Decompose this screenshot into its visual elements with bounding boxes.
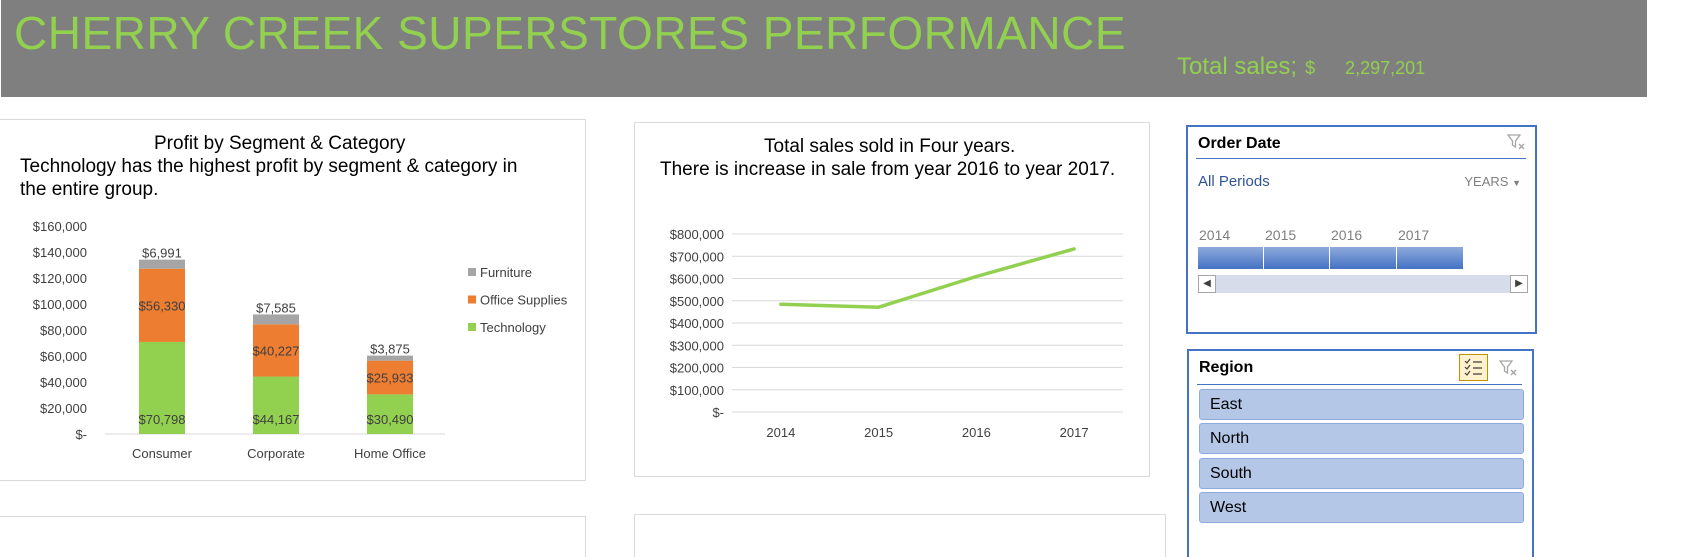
legend-label-office-supplies: Office Supplies: [480, 293, 568, 308]
timeline-year-2016: 2016: [1331, 227, 1363, 243]
timeline-year-2014: 2014: [1199, 227, 1231, 243]
bar-corporate-office-supplies: [253, 324, 299, 377]
y-tick-label-7: $700,000: [670, 249, 724, 264]
legend-swatch-office-supplies: [468, 295, 476, 304]
total-sales-value: 2,297,201: [1345, 58, 1426, 78]
total-sales-chart[interactable]: Total sales sold in Four years. There is…: [634, 122, 1150, 477]
profit-chart-subtitle-2: the entire group.: [20, 179, 159, 200]
years-level-label: YEARS: [1464, 174, 1509, 189]
y-tick-label-3: $60,000: [40, 349, 87, 364]
bar-corporate-furniture: [253, 314, 299, 325]
region-clear-filter-icon[interactable]: [1499, 359, 1519, 377]
timeline-bar-2015[interactable]: [1264, 247, 1330, 269]
timeline-bar-2017[interactable]: [1397, 247, 1463, 269]
legend-label-technology: Technology: [480, 320, 546, 335]
y-tick-label-5: $500,000: [670, 294, 724, 309]
y-tick-label-2: $200,000: [670, 361, 724, 376]
region-item-south[interactable]: South: [1199, 458, 1524, 489]
region-header: Region: [1199, 359, 1254, 376]
timeline-year-2017: 2017: [1398, 227, 1430, 243]
total-sales-currency: $: [1305, 58, 1316, 78]
y-tick-label-5: $100,000: [33, 297, 87, 312]
legend-swatch-technology: [468, 323, 476, 331]
timeline-scrollbar[interactable]: ◀ ▶: [1198, 275, 1528, 293]
region-item-west[interactable]: West: [1199, 492, 1524, 523]
y-tick-label-2: $40,000: [40, 375, 87, 390]
data-label-consumer-office-supplies: $56,330: [139, 298, 186, 313]
x-tick-label-2017: 2017: [1060, 425, 1089, 440]
y-tick-label-0: $-: [75, 427, 87, 442]
y-tick-label-6: $600,000: [670, 272, 724, 287]
clear-filter-icon[interactable]: [1507, 133, 1527, 151]
bar-home-office-office-supplies: [367, 360, 413, 395]
profit-chart-plot: $- $20,000 $40,000 $60,000 $80,000 $100,000 $1…: [33, 219, 568, 461]
bar-consumer-technology: [139, 341, 185, 434]
all-periods-label: All Periods: [1198, 173, 1270, 190]
timeline-bar-2014[interactable]: [1198, 247, 1264, 269]
sales-chart-title: Total sales sold in Four years.: [764, 136, 1016, 157]
timeline-year-2015: 2015: [1265, 227, 1297, 243]
profit-chart-title: Profit by Segment & Category: [154, 133, 406, 154]
total-sales: Total sales; $2,297,201: [1177, 53, 1425, 81]
scroll-left-icon[interactable]: ◀: [1198, 275, 1216, 293]
data-label-corporate-furniture: $7,585: [256, 300, 296, 315]
bar-consumer-office-supplies: [139, 268, 185, 342]
order-date-header: Order Date: [1198, 135, 1281, 152]
y-tick-label-1: $100,000: [670, 383, 724, 398]
bar-consumer-furniture: [139, 259, 185, 269]
multi-select-icon: [1464, 358, 1482, 376]
category-label-home-office: Home Office: [354, 446, 426, 461]
data-label-home-office-technology: $30,490: [367, 412, 414, 427]
data-label-corporate-office-supplies: $40,227: [253, 343, 300, 358]
scroll-right-icon[interactable]: ▶: [1510, 275, 1528, 293]
legend-label-furniture: Furniture: [480, 265, 532, 280]
y-tick-label-8: $160,000: [33, 219, 87, 234]
sales-line: [779, 247, 1076, 309]
y-tick-label-4: $400,000: [670, 316, 724, 331]
years-level-dropdown[interactable]: YEARS ▼: [1464, 174, 1521, 189]
legend-swatch-furniture: [468, 268, 476, 276]
data-label-corporate-technology: $44,167: [253, 412, 300, 427]
region-item-east[interactable]: East: [1199, 389, 1524, 420]
y-tick-label-1: $20,000: [40, 401, 87, 416]
bar-home-office-furniture: [367, 355, 413, 361]
data-label-home-office-office-supplies: $25,933: [367, 371, 414, 386]
y-tick-label-7: $140,000: [33, 245, 87, 260]
order-date-divider: [1196, 158, 1526, 159]
lower-chart-right[interactable]: [634, 514, 1166, 557]
multi-select-button[interactable]: [1459, 354, 1488, 381]
x-tick-label-2015: 2015: [864, 425, 893, 440]
chevron-down-icon: ▼: [1512, 178, 1521, 188]
region-item-north[interactable]: North: [1199, 423, 1524, 454]
title-banner: CHERRY CREEK SUPERSTORES PERFORMANCE Tot…: [1, 0, 1647, 97]
bar-corporate-technology: [253, 376, 299, 434]
profit-chart-subtitle: Technology has the highest profit by seg…: [20, 156, 518, 177]
lower-chart-left[interactable]: [0, 516, 586, 557]
y-tick-label-6: $120,000: [33, 271, 87, 286]
profit-by-segment-chart[interactable]: Profit by Segment & Category Technology …: [0, 119, 586, 481]
sales-chart-plot: $- $100,000 $200,000 $300,000 $400,000 $500,0…: [670, 227, 1123, 440]
data-label-consumer-technology: $70,798: [139, 412, 186, 427]
timeline-bar-2016[interactable]: [1330, 247, 1397, 269]
region-divider: [1197, 384, 1522, 385]
category-label-consumer: Consumer: [132, 446, 193, 461]
dashboard-title: CHERRY CREEK SUPERSTORES PERFORMANCE: [14, 7, 1127, 59]
y-tick-label-8: $800,000: [670, 227, 724, 242]
bar-home-office-technology: [367, 394, 413, 434]
y-tick-label-3: $300,000: [670, 338, 724, 353]
region-slicer[interactable]: Region East North South West: [1187, 349, 1534, 557]
category-label-corporate: Corporate: [247, 446, 305, 461]
x-tick-label-2014: 2014: [766, 425, 795, 440]
x-tick-label-2016: 2016: [962, 425, 991, 440]
data-label-consumer-furniture: $6,991: [142, 246, 182, 261]
order-date-slicer[interactable]: Order Date All Periods YEARS ▼ 2014 2015…: [1186, 125, 1537, 334]
sales-chart-subtitle: There is increase in sale from year 2016…: [660, 159, 1116, 180]
data-label-home-office-furniture: $3,875: [370, 342, 410, 357]
total-sales-label: Total sales;: [1177, 53, 1298, 80]
y-tick-label-0: $-: [712, 405, 724, 420]
y-tick-label-4: $80,000: [40, 323, 87, 338]
